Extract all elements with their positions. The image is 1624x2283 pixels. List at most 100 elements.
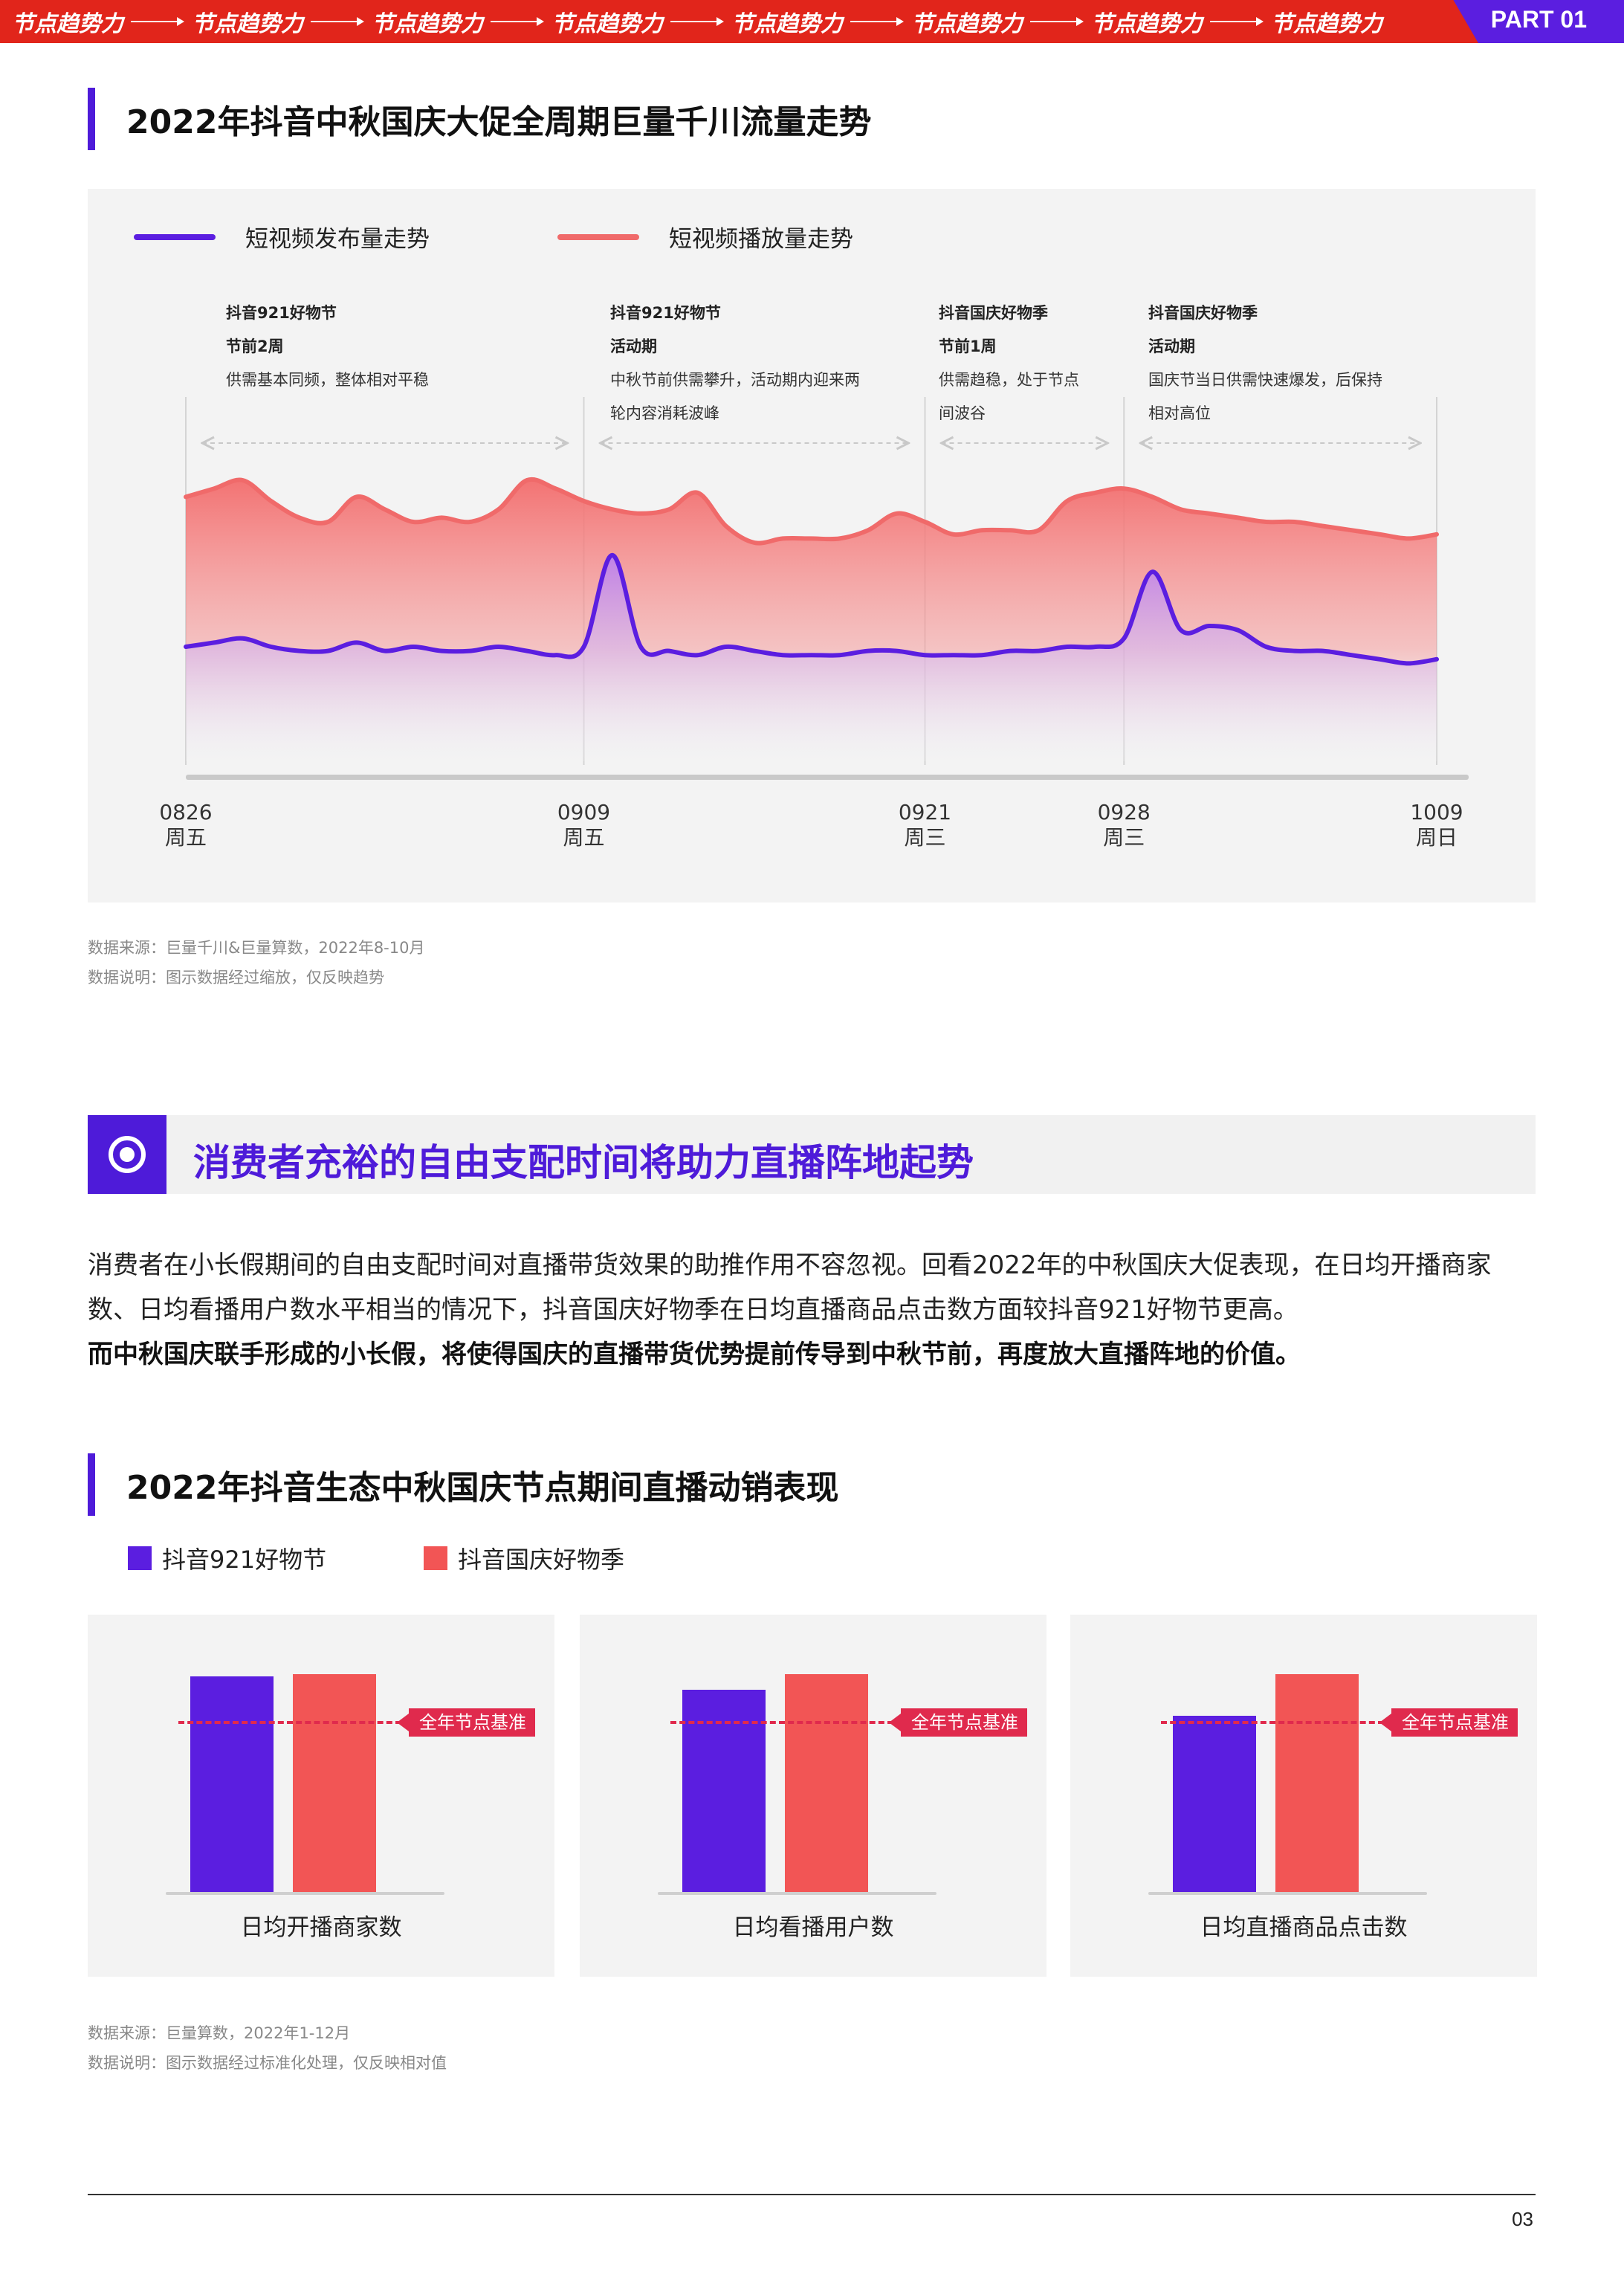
benchmark-dash-line (178, 1720, 401, 1724)
bar-panel: 全年节点基准日均直播商品点击数 (1070, 1615, 1537, 1977)
bar-921 (1173, 1716, 1256, 1893)
legend-swatch-guoqing (424, 1546, 447, 1570)
bar-921 (682, 1689, 766, 1893)
legend-play: 短视频播放量走势 (557, 220, 853, 254)
line-publish (184, 552, 1439, 666)
banner-item: 节点趋势力 (372, 5, 551, 38)
x-tick-label: 0928 周三 (1072, 800, 1176, 850)
x-axis-line (186, 775, 1469, 780)
phase-4-name: 抖音国庆好物季 (1148, 304, 1258, 322)
bar-legend-921-label: 抖音921好物节 (162, 1546, 327, 1574)
x-tick-weekday: 周日 (1415, 825, 1458, 850)
legend-line-play (557, 233, 639, 240)
chart1-source: 数据来源：巨量千川&巨量算数，2022年8-10月 (88, 939, 425, 957)
banner-item: 节点趋势力 (911, 5, 1091, 38)
x-tick-weekday: 周三 (1103, 825, 1145, 850)
phase-3-period: 节前1周 (939, 338, 997, 355)
banner-item: 节点趋势力 (1091, 5, 1271, 38)
top-banner: 节点趋势力 节点趋势力 节点趋势力 节点趋势力 节点趋势力 节点趋势力 节点趋势力 节点趋势力… (0, 0, 1624, 43)
phase-annotation-4: 抖音国庆好物季 活动期 国庆节当日供需快速爆发，后保持 相对高位 (1148, 297, 1382, 430)
part-tab (1453, 0, 1624, 43)
x-tick-label: 1009 周日 (1385, 800, 1489, 850)
trend-chart-svg (184, 397, 1469, 780)
arrow-right-icon (491, 17, 544, 26)
bar-guoqing (785, 1674, 868, 1893)
phase-4-desc-1: 国庆节当日供需快速爆发，后保持 (1148, 371, 1382, 389)
page-number: 03 (1512, 2208, 1533, 2230)
legend-swatch-921 (128, 1546, 152, 1570)
title-accent-bar (88, 1453, 95, 1516)
section1-title-text: 2022年抖音中秋国庆大促全周期巨量千川流量走势 (126, 103, 872, 141)
bar-panel: 全年节点基准日均开播商家数 (88, 1615, 554, 1977)
banner-item-text: 节点趋势力 (1271, 11, 1382, 37)
footer-divider (88, 2194, 1536, 2195)
chart2-explain: 数据说明：图示数据经过标准化处理，仅反映相对值 (88, 2054, 447, 2072)
x-tick-label: 0826 周五 (134, 800, 238, 850)
benchmark-tag: 全年节点基准 (397, 1708, 535, 1737)
category-label: 日均直播商品点击数 (1200, 1914, 1408, 1941)
benchmark-dash-line (1161, 1720, 1384, 1724)
benchmark-tag: 全年节点基准 (1379, 1708, 1518, 1737)
x-tick-weekday: 周五 (164, 825, 207, 850)
section2-title: 2022年抖音生态中秋国庆节点期间直播动销表现 (88, 1453, 838, 1516)
chart2-notes: 数据来源：巨量算数，2022年1-12月 数据说明：图示数据经过标准化处理，仅反… (88, 2018, 447, 2078)
banner-item: 节点趋势力 (551, 5, 731, 38)
bar-baseline (658, 1892, 936, 1895)
benchmark-tag: 全年节点基准 (889, 1708, 1027, 1737)
phase-annotation-3: 抖音国庆好物季 节前1周 供需趋稳，处于节点 间波谷 (939, 297, 1079, 430)
legend-line-publish (134, 233, 216, 240)
x-tick-date: 0921 (898, 800, 952, 824)
phase-annotation-2: 抖音921好物节 活动期 中秋节前供需攀升，活动期内迎来两 轮内容消耗波峰 (610, 297, 860, 430)
trend-chart-panel: 短视频发布量走势 短视频播放量走势 抖音921好物节 节前2周 供需基本同频，整… (88, 189, 1536, 902)
body-text-1: 消费者在小长假期间的自由支配时间对直播带货效果的助推作用不容忽视。回看2022年… (88, 1250, 1492, 1325)
legend-play-label: 短视频播放量走势 (669, 226, 853, 253)
target-icon (88, 1115, 166, 1194)
banner-item-text: 节点趋势力 (731, 11, 843, 37)
legend-publish-label: 短视频发布量走势 (245, 226, 430, 253)
x-tick-label: 0921 周三 (873, 800, 977, 850)
x-tick-date: 0928 (1097, 800, 1151, 824)
bar-921 (190, 1676, 274, 1893)
banner-item: 节点趋势力 (12, 5, 192, 38)
phase-1-period: 节前2周 (226, 338, 284, 355)
x-tick-date: 0826 (159, 800, 213, 824)
bar-baseline (166, 1892, 444, 1895)
bar-guoqing (1275, 1674, 1359, 1893)
category-label: 日均开播商家数 (240, 1914, 402, 1941)
category-label: 日均看播用户数 (732, 1914, 894, 1941)
phase-4-period: 活动期 (1148, 338, 1195, 355)
banner-item-text: 节点趋势力 (1091, 11, 1203, 37)
phase-2-name: 抖音921好物节 (610, 304, 721, 322)
line-play (184, 477, 1439, 546)
phase-3-desc-1: 供需趋稳，处于节点 (939, 371, 1079, 389)
body-text-emphasis: 而中秋国庆联手形成的小长假，将使得国庆的直播带货优势提前传导到中秋节前，再度放大… (88, 1340, 1301, 1369)
x-tick-weekday: 周三 (904, 825, 946, 850)
banner-item-text: 节点趋势力 (911, 11, 1023, 37)
x-tick-date: 0909 (557, 800, 611, 824)
phase-2-period: 活动期 (610, 338, 657, 355)
highlight-title: 消费者充裕的自由支配时间将助力直播阵地起势 (193, 1141, 974, 1184)
bar-legend-921: 抖音921好物节 (128, 1541, 326, 1575)
phase-4-desc-2: 相对高位 (1148, 404, 1211, 422)
arrow-right-icon (670, 17, 724, 26)
banner-item-text: 节点趋势力 (12, 11, 123, 37)
section2-title-text: 2022年抖音生态中秋国庆节点期间直播动销表现 (126, 1469, 839, 1507)
highlight-heading: 消费者充裕的自由支配时间将助力直播阵地起势 (88, 1115, 1536, 1194)
arrow-right-icon (311, 17, 364, 26)
area-publish (186, 555, 1437, 761)
benchmark-dash-line (670, 1720, 893, 1724)
arrow-right-icon (850, 17, 904, 26)
banner-item: 节点趋势力 (192, 5, 372, 38)
banner-item-text: 节点趋势力 (551, 11, 663, 37)
phase-1-name: 抖音921好物节 (226, 304, 337, 322)
arrow-right-icon (1210, 17, 1264, 26)
x-tick-weekday: 周五 (563, 825, 605, 850)
phase-1-desc: 供需基本同频，整体相对平稳 (226, 371, 429, 389)
banner-item: 节点趋势力 (731, 5, 911, 38)
bar-baseline (1148, 1892, 1427, 1895)
x-tick-date: 1009 (1410, 800, 1463, 824)
arrow-right-icon (131, 17, 184, 26)
banner-item: 节点趋势力 (1271, 5, 1382, 38)
legend-publish: 短视频发布量走势 (134, 220, 430, 254)
bar-legend-guoqing-label: 抖音国庆好物季 (458, 1546, 625, 1574)
